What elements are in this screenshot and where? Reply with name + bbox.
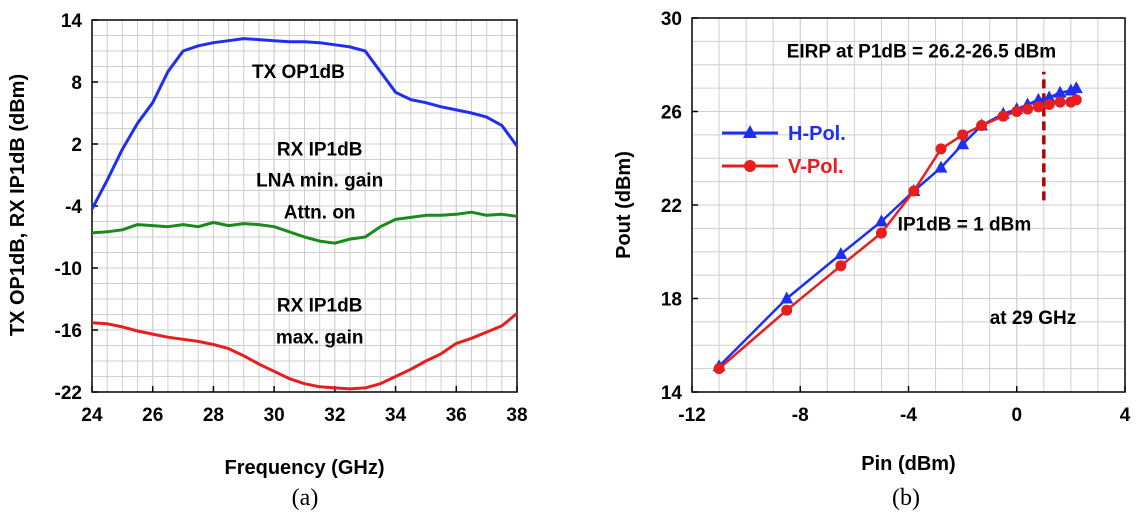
data-point-triangle — [934, 160, 948, 173]
series-line-1 — [91, 210, 518, 245]
y-tick-label: 2 — [71, 135, 82, 156]
data-point-triangle — [1069, 81, 1083, 94]
data-point-circle — [1043, 98, 1055, 110]
data-point-triangle — [1053, 85, 1067, 98]
legend-marker-circle — [744, 160, 756, 172]
x-axis-label: Pin (dBm) — [861, 453, 955, 475]
data-point-circle — [835, 260, 847, 272]
x-tick-label: 4 — [1120, 405, 1131, 426]
annotation: TX OP1dB — [252, 62, 345, 83]
x-tick-label: -12 — [678, 405, 705, 426]
data-point-circle — [875, 227, 887, 239]
data-point-triangle — [1031, 92, 1045, 105]
panel-label: (a) — [292, 485, 319, 511]
annotation: RX IP1dB — [277, 139, 363, 160]
series-line-2 — [91, 312, 518, 391]
legend-label: H-Pol. — [788, 123, 846, 145]
x-tick-label: 36 — [446, 405, 467, 426]
y-tick-label: -4 — [65, 197, 82, 218]
data-point-circle — [1054, 96, 1066, 108]
x-tick-label: 30 — [264, 405, 285, 426]
x-tick-label: 34 — [385, 405, 407, 426]
legend-marker-triangle — [743, 125, 757, 138]
series-line-0 — [90, 37, 519, 210]
y-tick-label: 8 — [71, 73, 82, 94]
data-point-triangle — [780, 291, 794, 304]
data-point-triangle — [956, 137, 970, 150]
y-axis-label: Pout (dBm) — [613, 151, 635, 259]
x-axis-label: Frequency (GHz) — [224, 457, 384, 479]
data-point-circle — [935, 143, 947, 155]
y-axis-label: TX OP1dB, RX IP1dB (dBm) — [7, 74, 29, 336]
x-tick-label: 28 — [203, 405, 224, 426]
data-point-circle — [908, 185, 920, 197]
chart-b: -12 -8 -4 0 4 14 18 22 26 30 Pin (dBm) Pout (dBm) (b… — [613, 9, 1131, 511]
y-tick-label: -16 — [55, 321, 82, 342]
chart-a: 24 26 28 30 32 34 36 38-22-16-10-42814Frequency… — [7, 11, 528, 511]
annotation: max. gain — [276, 327, 364, 348]
annotation: Attn. on — [284, 202, 356, 223]
x-tick-label: 24 — [81, 405, 103, 426]
x-tick-label: 26 — [142, 405, 163, 426]
annotation: EIRP at P1dB = 26.2-26.5 dBm — [787, 42, 1056, 63]
data-point-circle — [957, 129, 969, 141]
y-tick-label: 30 — [661, 9, 682, 30]
data-point-circle — [997, 110, 1009, 122]
data-point-triangle — [1042, 90, 1056, 103]
data-point-circle — [1022, 103, 1034, 115]
y-tick-label: 26 — [661, 103, 682, 124]
annotation: LNA min. gain — [256, 170, 383, 191]
x-tick-label: 38 — [506, 405, 527, 426]
y-tick-label: 14 — [61, 11, 83, 32]
annotation: IP1dB = 1 dBm — [898, 215, 1032, 236]
data-point-circle — [1070, 94, 1082, 106]
x-tick-label: 32 — [324, 405, 345, 426]
y-tick-label: -10 — [55, 259, 82, 280]
data-point-triangle — [834, 247, 848, 260]
data-point-circle — [976, 120, 988, 132]
y-tick-label: 14 — [661, 383, 683, 404]
annotation: RX IP1dB — [277, 295, 363, 316]
x-tick-label: -4 — [900, 405, 917, 426]
panel-label: (b) — [892, 485, 920, 511]
y-tick-label: -22 — [55, 383, 82, 404]
y-tick-label: 22 — [661, 196, 682, 217]
x-tick-label: 0 — [1011, 405, 1022, 426]
y-tick-label: 18 — [661, 290, 682, 311]
annotation: at 29 GHz — [990, 308, 1077, 329]
data-point-circle — [1011, 106, 1023, 117]
data-point-triangle — [874, 214, 888, 227]
data-point-circle — [781, 304, 793, 316]
legend-label: V-Pol. — [788, 156, 844, 178]
data-point-circle — [713, 363, 725, 375]
x-tick-label: -8 — [792, 405, 809, 426]
data-point-circle — [1032, 101, 1044, 113]
